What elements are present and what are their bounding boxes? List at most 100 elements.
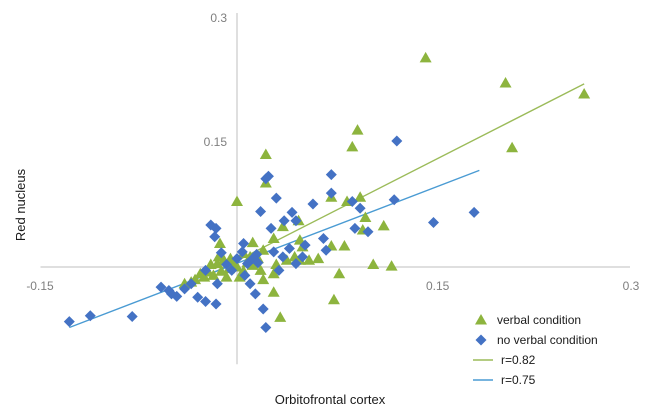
no-verbal-condition-point <box>215 247 227 259</box>
no-verbal-condition-point <box>290 215 302 227</box>
no-verbal-condition-point <box>209 231 221 243</box>
no-verbal-condition-point <box>354 202 366 214</box>
verbal-condition-point <box>194 267 207 279</box>
axes <box>40 13 630 365</box>
verbal-condition-point <box>338 240 351 251</box>
verbal-condition-point <box>280 254 293 265</box>
verbal-condition-point <box>213 237 226 248</box>
no-verbal-condition-point <box>278 215 290 227</box>
legend: verbal condition no verbal condition r=0.8… <box>461 301 649 389</box>
legend-item-r075: r=0.75 <box>473 373 536 387</box>
verbal-condition-point <box>267 232 280 243</box>
no-verbal-condition-point <box>226 264 238 276</box>
legend-label: no verbal condition <box>497 333 598 347</box>
no-verbal-condition-point <box>185 278 197 290</box>
verbal-condition-point <box>303 254 316 265</box>
no-verbal-condition-point <box>270 192 282 204</box>
no-verbal-condition-point <box>163 285 175 297</box>
verbal-condition-point <box>419 51 432 63</box>
no-verbal-condition-point <box>265 222 277 234</box>
legend-diamond-symbol <box>475 334 487 346</box>
legend-label: r=0.82 <box>501 353 536 367</box>
no-verbal-condition-point <box>171 290 183 302</box>
verbal-condition-point <box>220 271 233 282</box>
no-verbal-condition-point <box>84 310 96 322</box>
legend-item-no-verbal: no verbal condition <box>475 333 598 347</box>
no-verbal-condition-point <box>155 281 167 293</box>
verbal-condition-point <box>267 267 280 279</box>
verbal-condition-point <box>257 273 270 285</box>
no-verbal-condition-point <box>244 278 256 290</box>
no-verbal-condition-point <box>249 288 261 300</box>
x-axis-title: Orbitofrontal cortex <box>275 392 386 407</box>
y-tick-label: 0.15 <box>204 135 228 149</box>
no-verbal-condition-point <box>388 194 400 206</box>
verbal-condition-point <box>204 258 217 269</box>
verbal-condition-point <box>333 267 346 279</box>
no-verbal-condition-point <box>262 170 274 182</box>
legend-label: r=0.75 <box>501 373 536 387</box>
no-verbal-condition-point <box>307 198 319 210</box>
verbal-condition-point <box>499 77 512 88</box>
no-verbal-condition-point <box>277 251 289 263</box>
no-verbal-condition-point <box>200 264 212 276</box>
no-verbal-condition-point <box>468 206 480 218</box>
no-verbal-condition-point <box>210 222 222 234</box>
no-verbal-condition-point <box>257 303 269 315</box>
legend-item-verbal: verbal condition <box>475 313 581 327</box>
verbal-condition-point <box>351 124 364 135</box>
no-verbal-condition-point <box>255 206 267 218</box>
trendlines <box>69 83 585 329</box>
no-verbal-condition-point <box>268 246 280 258</box>
no-verbal-condition-point <box>290 258 302 270</box>
verbal-condition-point <box>367 258 380 269</box>
verbal-condition-point <box>233 271 246 282</box>
verbal-condition-point <box>578 87 591 99</box>
no-verbal-condition-point <box>252 257 264 269</box>
no-verbal-condition-point <box>346 195 358 207</box>
tick-labels: -0.15 0.15 0.3 0.15 0.3 <box>26 11 639 293</box>
verbal-condition-point <box>385 260 398 271</box>
no-verbal-condition-point <box>325 187 337 199</box>
data-points <box>63 51 591 333</box>
no-verbal-condition-point <box>239 269 251 281</box>
verbal-condition-point <box>274 311 287 322</box>
no-verbal-condition-point <box>192 291 204 303</box>
verbal-condition-point <box>506 141 519 153</box>
verbal-condition-point <box>212 250 225 262</box>
verbal-condition-point <box>207 269 220 280</box>
no-verbal-condition-point <box>325 169 337 181</box>
no-verbal-condition-point <box>297 251 308 263</box>
no-verbal-condition-point <box>428 216 439 228</box>
no-verbal-condition-point <box>349 222 361 234</box>
verbal-condition-point <box>215 265 228 276</box>
verbal-condition-point <box>312 252 325 264</box>
verbal-condition-point <box>259 148 272 159</box>
no-verbal-condition-point <box>299 239 311 251</box>
verbal-condition-point <box>359 211 372 222</box>
verbal-condition-point <box>346 140 359 152</box>
legend-box <box>461 301 649 389</box>
verbal-condition-point <box>267 286 280 297</box>
legend-label: verbal condition <box>497 313 581 327</box>
y-tick-label: 0.3 <box>210 11 227 25</box>
verbal-condition-point <box>257 244 270 255</box>
verbal-condition-point <box>231 195 243 206</box>
no-verbal-condition-point <box>320 244 332 256</box>
no-verbal-condition-point <box>221 258 233 270</box>
no-verbal-condition-point <box>210 298 222 310</box>
no-verbal-condition-point <box>317 232 329 244</box>
no-verbal-condition-point <box>200 295 212 307</box>
trendline-verbal <box>194 83 585 283</box>
no-verbal-condition-point <box>231 253 243 265</box>
no-verbal-condition-point <box>63 316 75 328</box>
verbal-condition-point <box>354 191 367 202</box>
x-tick-label: 0.3 <box>623 279 640 293</box>
no-verbal-condition-point <box>260 321 272 333</box>
no-verbal-condition-point <box>179 283 191 295</box>
no-verbal-condition-point <box>391 135 403 147</box>
no-verbal-condition-point <box>283 243 295 255</box>
verbal-condition-point <box>246 236 259 248</box>
y-axis-title: Red nucleus <box>13 168 28 241</box>
